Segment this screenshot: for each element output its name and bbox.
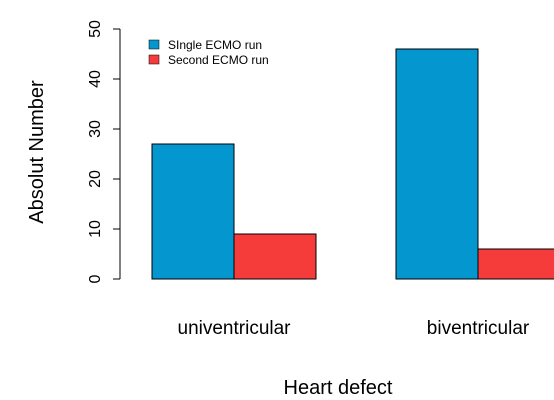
category-label-univentricular: univentricular xyxy=(178,318,292,339)
legend-swatch-series-1 xyxy=(148,39,160,50)
y-tick-label: 30 xyxy=(87,120,104,138)
y-tick-label: 40 xyxy=(87,70,104,88)
category-label-biventricular: biventricular xyxy=(427,318,530,339)
y-axis-title: Absolut Number xyxy=(26,80,48,224)
bar-univentricular-series-1 xyxy=(151,143,235,280)
y-tick-label: 10 xyxy=(87,220,104,238)
x-axis-title: Heart defect xyxy=(284,377,393,399)
y-axis: 0 10 20 30 40 50 xyxy=(87,20,121,283)
y-tick-label: 20 xyxy=(87,170,104,188)
legend-label-series-1: SIngle ECMO run xyxy=(168,38,262,52)
legend-swatch-series-2 xyxy=(148,54,160,65)
category-labels: univentricular biventricular xyxy=(178,318,530,339)
y-tick-label: 50 xyxy=(87,20,104,38)
bar-biventricular-series-1 xyxy=(395,48,479,280)
y-tick-label: 0 xyxy=(87,274,104,283)
legend-label-series-2: Second ECMO run xyxy=(168,53,269,67)
bars-layer xyxy=(151,48,554,280)
bar-univentricular-series-2 xyxy=(233,233,317,280)
bar-biventricular-series-2 xyxy=(477,248,554,280)
